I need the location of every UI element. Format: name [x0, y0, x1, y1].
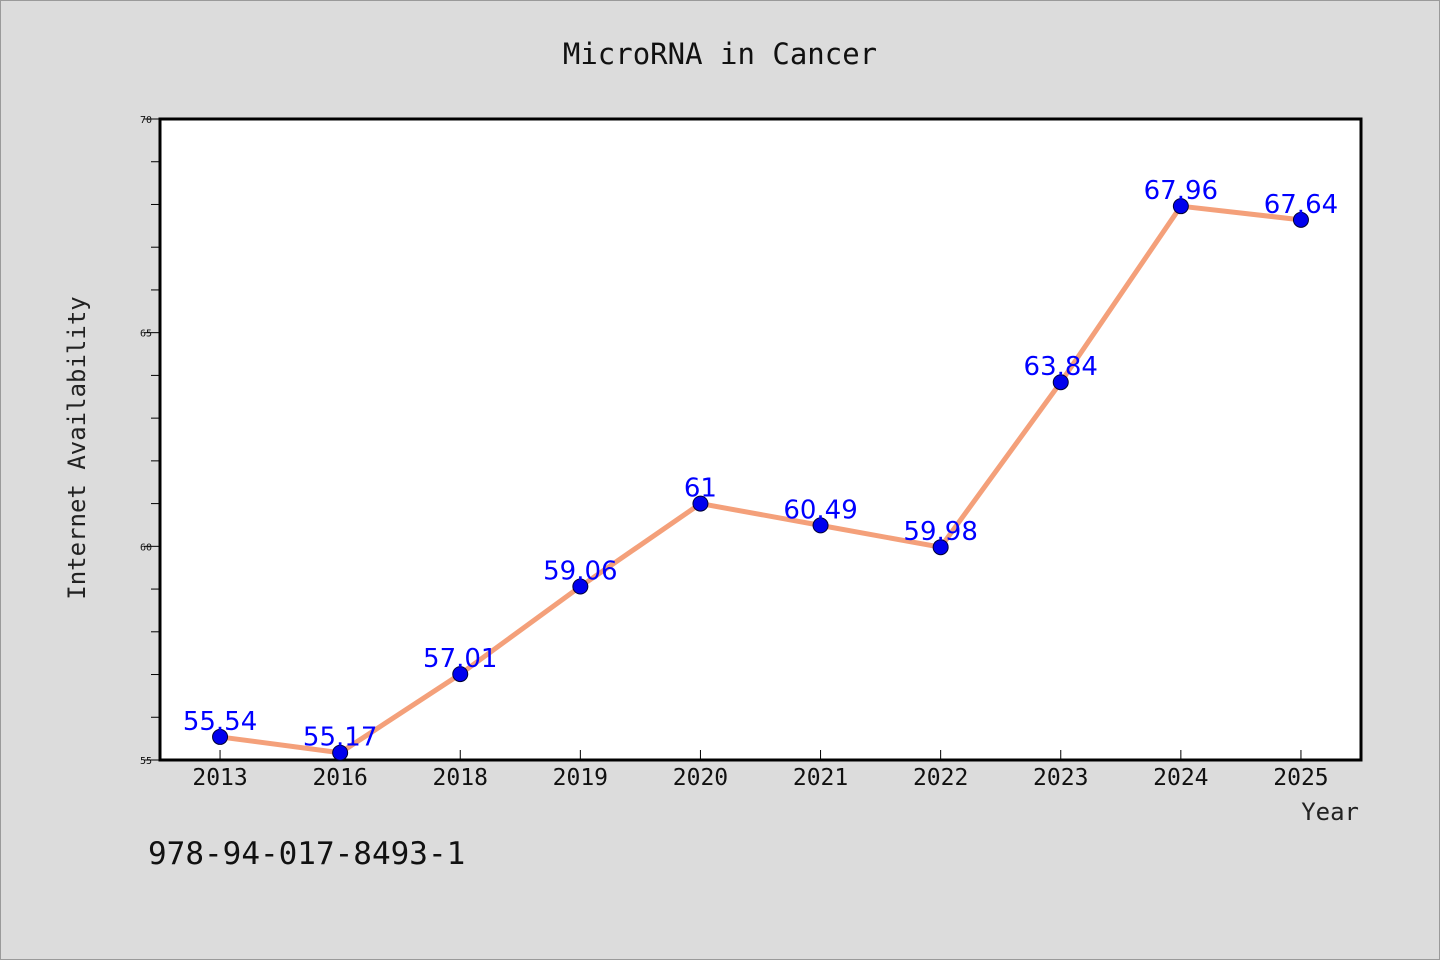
data-label: 57.01	[423, 644, 497, 674]
data-point	[452, 666, 469, 683]
y-tick-label: 70	[140, 115, 152, 126]
y-axis-label: Internet Availability	[63, 296, 91, 599]
x-tick-label: 2019	[553, 765, 608, 791]
y-tick-label: 60	[140, 542, 152, 553]
x-tick-label: 2023	[1033, 765, 1088, 791]
y-axis: 55 60 65 70	[140, 115, 160, 767]
x-tick-label: 2013	[192, 765, 247, 791]
data-label: 55.54	[183, 707, 257, 737]
y-tick-label: 55	[140, 756, 152, 767]
x-tick-label: 2016	[312, 765, 367, 791]
data-label: 55.17	[303, 723, 377, 753]
series-layer: 55.54 55.17 57.01 59.06 61 60.49 59.98 63.84 67.…	[183, 176, 1338, 761]
x-tick-label: 2022	[913, 765, 968, 791]
data-point	[332, 744, 349, 761]
data-label: 61	[684, 474, 717, 504]
y-tick-label: 65	[140, 329, 152, 340]
data-label: 67.64	[1264, 190, 1338, 220]
data-point	[1292, 211, 1309, 228]
series-line	[217, 203, 1304, 756]
x-tick-label: 2020	[673, 765, 728, 791]
plot-area	[158, 117, 1363, 762]
x-axis-label: Year	[1301, 798, 1359, 826]
data-point	[1172, 198, 1189, 215]
data-point	[692, 495, 709, 512]
data-label: 59.98	[903, 517, 977, 547]
data-point	[932, 539, 949, 556]
data-point	[812, 517, 829, 534]
data-label: 63.84	[1024, 352, 1098, 382]
x-tick-label: 2024	[1153, 765, 1208, 791]
data-point	[1052, 374, 1069, 391]
data-label: 59.06	[543, 557, 617, 587]
x-tick-label: 2018	[433, 765, 488, 791]
data-label: 60.49	[783, 495, 857, 525]
isbn-text: 978-94-017-8493-1	[148, 836, 465, 872]
chart-title: MicroRNA in Cancer	[563, 37, 877, 71]
data-label: 67.96	[1144, 176, 1218, 206]
x-axis: 2013 2016 2018 2019 2020 2021 2022 2023 2024 2025	[192, 750, 1329, 791]
data-point	[212, 728, 229, 745]
x-tick-label: 2025	[1273, 765, 1328, 791]
data-point	[572, 578, 589, 595]
x-tick-label: 2021	[793, 765, 848, 791]
